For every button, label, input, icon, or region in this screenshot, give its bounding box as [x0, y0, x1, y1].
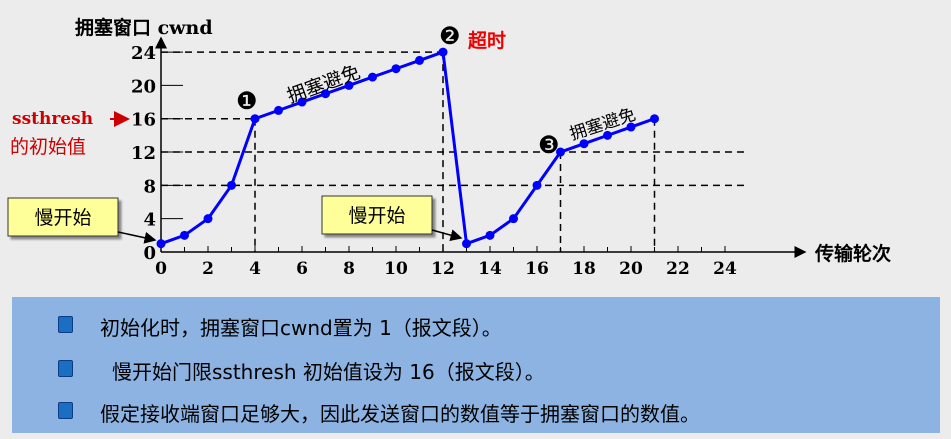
timeout-label: 超时 [467, 29, 506, 52]
bullet-icon [58, 402, 73, 419]
data-point [556, 147, 565, 157]
slow-start-label-1: 慢开始 [34, 207, 91, 229]
note-3: 假定接收端窗口足够大，因此发送窗口的数值等于拥塞窗口的数值。 [100, 402, 700, 426]
data-point [415, 55, 424, 65]
x-axis-label: 传输轮次 [814, 242, 891, 265]
note-1: 初始化时，拥塞窗口cwnd置为 1（报文段）。 [100, 316, 502, 340]
data-point [509, 214, 518, 224]
y-tick-label: 8 [143, 176, 156, 197]
data-point [180, 230, 189, 240]
x-tick-label: 18 [572, 259, 596, 279]
note-2: 慢开始门限ssthresh 初始值设为 16（报文段）。 [112, 360, 545, 384]
data-point [368, 72, 377, 82]
slow-start-arrow-1 [117, 231, 157, 244]
bullet-icon [58, 360, 73, 377]
data-point [438, 47, 448, 57]
x-tick-label: 4 [249, 259, 261, 279]
y-tick-label: 20 [131, 76, 156, 97]
slow-start-box-1 [7, 197, 119, 237]
slow-start-arrow-2 [431, 229, 463, 241]
x-tick-label: 2 [202, 259, 214, 279]
data-point [603, 130, 612, 140]
data-point [462, 239, 471, 249]
ssthresh-label: ssthresh [12, 109, 93, 129]
notes-panel [12, 297, 940, 433]
y-tick-label: 4 [143, 210, 156, 231]
x-tick-label: 22 [666, 259, 690, 279]
cwnd-line [160, 50, 656, 246]
slow-start-label-2: 慢开始 [348, 205, 405, 227]
marker-1: ❶ [236, 87, 258, 115]
x-tick-label: 12 [431, 259, 455, 279]
data-point [156, 239, 166, 249]
data-point [485, 230, 495, 240]
data-point [321, 89, 330, 99]
data-point [274, 105, 283, 115]
x-tick-label: 0 [155, 259, 167, 279]
congestion-avoidance-label-2: 拥塞避免 [567, 105, 638, 145]
y-tick-label: 16 [131, 110, 156, 131]
data-point [297, 97, 307, 107]
data-point [391, 64, 401, 74]
y-tick-label: 24 [131, 43, 156, 64]
slow-start-box-2 [321, 195, 433, 235]
marker-3: ❸ [538, 131, 560, 159]
y-axis-label: 拥塞窗口 cwnd [75, 16, 213, 39]
data-point [227, 180, 236, 190]
x-tick-label: 14 [478, 259, 502, 279]
x-tick-label: 8 [343, 259, 355, 279]
data-point [344, 80, 354, 90]
x-tick-label: 16 [525, 259, 549, 279]
y-tick-label: 0 [143, 243, 156, 264]
marker-2: ❷ [439, 22, 461, 50]
data-point [250, 114, 260, 124]
data-point [626, 122, 636, 132]
y-tick-label: 12 [131, 143, 156, 164]
x-tick-label: 6 [296, 259, 308, 279]
x-tick-label: 24 [713, 259, 737, 279]
data-point [203, 214, 213, 224]
data-point [650, 114, 659, 124]
bullet-icon [58, 316, 73, 333]
congestion-avoidance-label-1: 拥塞避免 [284, 61, 363, 108]
x-tick-label: 10 [384, 259, 408, 279]
data-point [532, 180, 542, 190]
ssthresh-initial-label: 的初始值 [10, 136, 86, 158]
data-point [579, 139, 589, 149]
x-tick-label: 20 [619, 259, 643, 279]
